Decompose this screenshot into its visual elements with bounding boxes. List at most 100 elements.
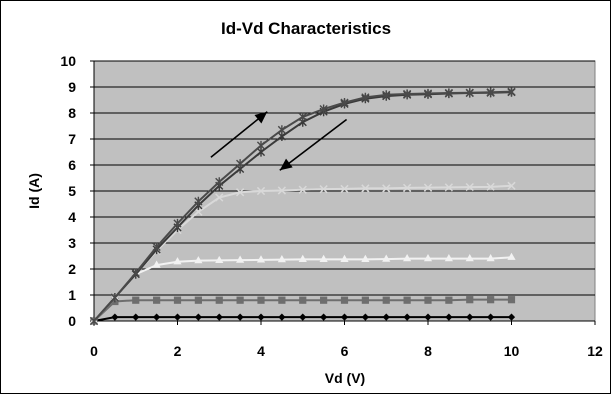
y-tick-label: 3 (68, 235, 76, 251)
data-point (111, 313, 119, 321)
y-tick-label: 10 (60, 53, 76, 69)
y-tick-label: 1 (68, 287, 76, 303)
data-point (278, 296, 286, 304)
data-point (340, 313, 349, 321)
data-point (445, 313, 453, 321)
y-tick-label: 9 (68, 79, 76, 95)
data-point (424, 296, 432, 304)
arrow-shaft (210, 111, 268, 158)
data-point (340, 296, 349, 304)
data-point (465, 182, 474, 192)
data-point (319, 104, 328, 114)
data-point (361, 184, 370, 193)
chart-title: Id-Vd Characteristics (221, 19, 391, 38)
data-point (110, 293, 119, 303)
data-point (298, 254, 307, 262)
series-layer (89, 87, 516, 326)
data-point (319, 185, 328, 194)
data-point (257, 296, 265, 304)
data-point (277, 125, 286, 135)
data-point (361, 92, 370, 102)
y-axis-label: Id (A) (26, 173, 42, 209)
data-point (382, 254, 391, 262)
data-point (465, 254, 474, 262)
data-point (507, 252, 516, 260)
data-point (215, 177, 224, 187)
y-tick-label: 4 (68, 209, 76, 225)
data-point (256, 140, 266, 151)
arrow-shaft (279, 118, 348, 171)
data-point (424, 313, 432, 321)
data-point (340, 254, 349, 262)
data-point (256, 255, 266, 263)
data-point (257, 313, 265, 321)
data-point (299, 313, 307, 321)
x-tick-label: 4 (257, 343, 265, 359)
x-tick-label: 0 (90, 343, 98, 359)
data-point (465, 88, 474, 98)
x-tick-label: 12 (587, 343, 603, 359)
arrow-head (279, 158, 293, 171)
y-tick-label: 5 (68, 183, 76, 199)
data-point (486, 87, 495, 97)
data-point (131, 268, 140, 278)
data-point (194, 313, 202, 321)
data-point (466, 313, 474, 321)
x-tick-label: 10 (504, 343, 520, 359)
data-point (194, 196, 203, 206)
data-point (173, 257, 182, 265)
data-point (486, 182, 495, 191)
x-tick-label: 8 (424, 343, 432, 359)
data-point (236, 313, 244, 321)
data-point (382, 296, 390, 304)
data-point (152, 242, 161, 252)
x-tick-label: 6 (341, 343, 349, 359)
data-point (340, 184, 349, 194)
data-point (235, 188, 245, 197)
arrow-head (254, 111, 268, 124)
data-point (298, 112, 307, 122)
data-point (486, 254, 495, 262)
data-point (507, 87, 516, 97)
data-point (299, 296, 307, 304)
data-point (173, 313, 182, 321)
data-point (152, 260, 161, 268)
y-tick-label: 6 (68, 157, 76, 173)
data-point (402, 183, 412, 193)
data-point (320, 313, 328, 321)
y-tick-label: 7 (68, 131, 76, 147)
data-point (153, 296, 161, 304)
data-point (423, 254, 433, 262)
y-tick-label: 2 (68, 261, 76, 277)
data-point (403, 313, 411, 321)
data-point (173, 218, 182, 229)
data-point (507, 181, 516, 190)
data-point (173, 296, 182, 304)
data-point (194, 207, 203, 216)
x-axis-label: Vd (V) (325, 370, 365, 386)
data-point (403, 296, 411, 304)
data-point (507, 313, 516, 321)
data-point (444, 254, 453, 262)
data-point (236, 296, 244, 304)
data-point (423, 88, 433, 99)
y-tick-label: 0 (68, 313, 76, 329)
x-tick-label: 2 (174, 343, 182, 359)
data-point (382, 313, 390, 321)
data-point (215, 313, 223, 321)
data-point (507, 296, 516, 304)
data-point (194, 296, 202, 304)
data-point (277, 255, 286, 263)
series-3 (89, 252, 516, 324)
gridlines (94, 60, 595, 296)
data-point (215, 255, 224, 264)
data-point (215, 193, 224, 202)
annotations (210, 111, 348, 171)
data-point (320, 296, 328, 304)
data-point (361, 296, 369, 304)
data-point (340, 98, 349, 108)
data-point (444, 88, 453, 98)
